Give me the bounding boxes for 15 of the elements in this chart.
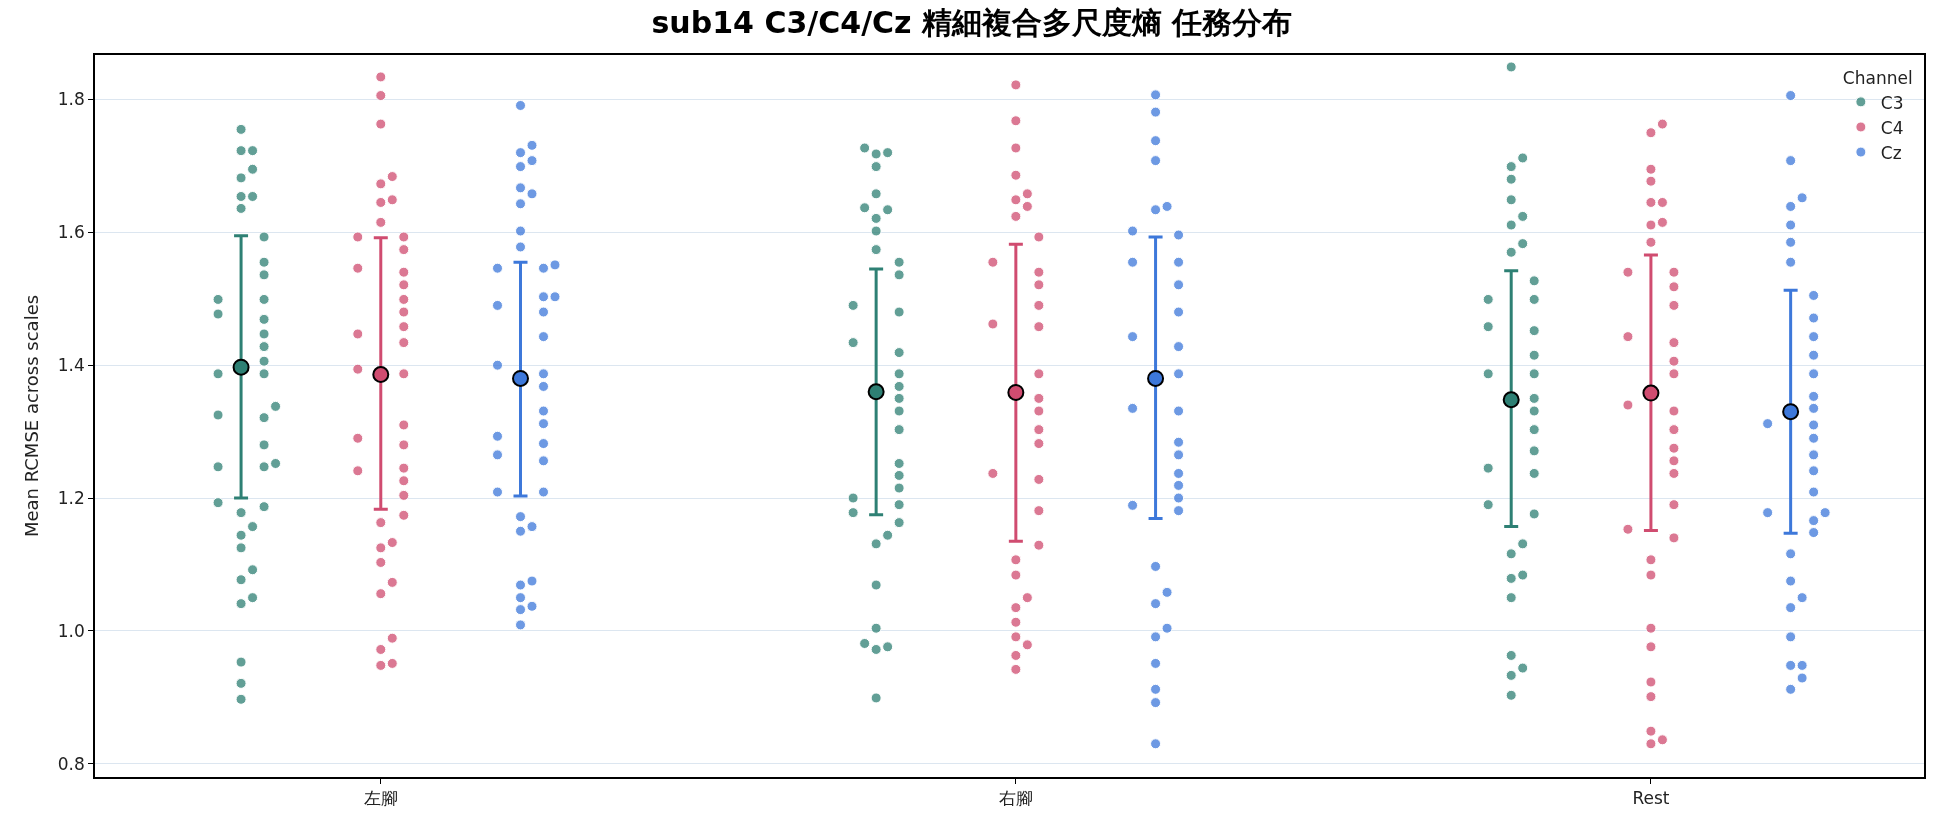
- legend-label: C4: [1880, 117, 1904, 138]
- y-tick-label: 1.2: [57, 487, 85, 508]
- x-tick-label: 左腳: [363, 788, 398, 809]
- y-tick-label: 1.8: [57, 89, 85, 110]
- x-tick-label: 右腳: [998, 788, 1033, 809]
- legend-title: Channel: [1842, 68, 1913, 89]
- y-tick-label: 1.0: [57, 620, 85, 641]
- x-tick-label: Rest: [1632, 788, 1670, 809]
- y-tick-label: 1.4: [57, 355, 85, 376]
- legend-label: C3: [1880, 92, 1904, 113]
- y-tick-label: 1.6: [57, 222, 85, 243]
- y-axis-title: Mean RCMSE across scales: [20, 294, 42, 538]
- y-tick-label: 0.8: [57, 753, 85, 774]
- chart-title: sub14 C3/C4/Cz 精細複合多尺度熵 任務分布: [651, 5, 1293, 41]
- legend-label: Cz: [1880, 142, 1902, 163]
